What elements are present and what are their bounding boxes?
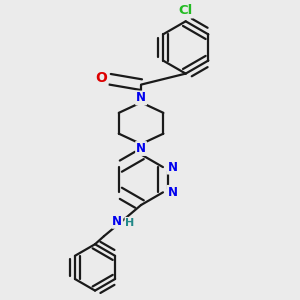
- Text: N: N: [136, 92, 146, 104]
- Text: N: N: [112, 215, 122, 228]
- Text: H: H: [125, 218, 135, 228]
- Text: N: N: [167, 160, 178, 174]
- Text: N: N: [167, 186, 178, 199]
- Text: Cl: Cl: [178, 4, 193, 17]
- Text: N: N: [136, 142, 146, 155]
- Text: O: O: [96, 71, 107, 85]
